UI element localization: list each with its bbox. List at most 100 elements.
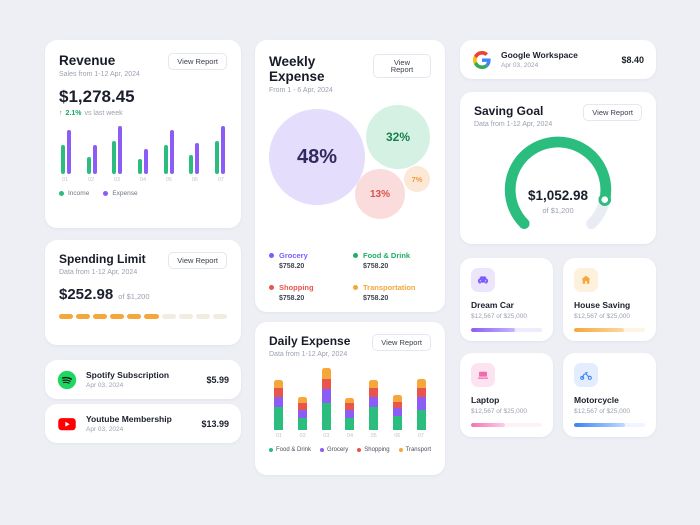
revenue-bar	[112, 141, 117, 174]
revenue-bar	[137, 158, 142, 174]
subscription-date: Apr 03, 2024	[86, 382, 124, 389]
goal-card-motorcycle[interactable]: Motorcycle $12,567 of $25,000	[563, 353, 656, 437]
goal-card-house-saving[interactable]: House Saving $12,567 of $25,000	[563, 258, 656, 341]
revenue-x-labels: 01 02 03 04 05 06 07	[59, 177, 227, 183]
weekly-subtitle: From 1 - 6 Apr, 2024	[269, 87, 333, 94]
daily-bar-segment	[274, 396, 283, 408]
legend-dot-icon	[357, 448, 362, 452]
motorcycle-icon	[574, 363, 598, 387]
legend-label: Grocery	[326, 447, 349, 453]
legend-dot-icon	[319, 448, 324, 452]
goal-progress-text: $12,567 of $25,000	[471, 313, 528, 320]
daily-bar-segment	[321, 378, 331, 390]
goal-card-dream-car[interactable]: Dream Car $12,567 of $25,000	[460, 258, 553, 341]
daily-view-report-button[interactable]: View Report	[372, 334, 431, 351]
spending-view-report-button[interactable]: View Report	[168, 252, 227, 269]
goal-progress-text: $12,567 of $25,000	[574, 313, 631, 320]
subscription-amount: $8.40	[621, 54, 644, 65]
spending-progress-segment	[76, 314, 91, 319]
weekly-legend-item: Grocery $758.20	[269, 251, 347, 270]
revenue-header: Revenue Sales from 1-12 Apr, 2024 View R…	[59, 53, 227, 78]
revenue-bar	[214, 141, 219, 174]
subscription-name: Spotify Subscription	[86, 370, 170, 380]
goal-title: Dream Car	[471, 300, 514, 310]
laptop-icon	[471, 363, 495, 387]
daily-bar-segment	[321, 403, 331, 430]
revenue-legend-item: Income	[59, 190, 89, 197]
daily-expense-card: Daily Expense Data from 1-12 Apr, 2024 V…	[255, 322, 445, 475]
revenue-trend: ↑ 2.1% vs last week	[59, 110, 227, 117]
spending-progress-segment	[59, 314, 74, 319]
weekly-view-report-button[interactable]: View Report	[372, 54, 431, 78]
daily-legend-item: Grocery	[319, 447, 349, 453]
goal-progress-fill	[574, 423, 626, 427]
spending-amount: $252.98	[59, 286, 114, 303]
daily-bar-segment	[416, 409, 426, 430]
revenue-bar-group	[86, 126, 97, 174]
revenue-bar-group	[214, 126, 225, 174]
spotify-subscription-row[interactable]: Spotify Subscription Apr 03, 2024 $5.99	[45, 360, 241, 399]
daily-x-label: 04	[346, 433, 354, 439]
legend-label: Food & Drink	[276, 447, 312, 453]
weekly-expense-card: Weekly Expense From 1 - 6 Apr, 2024 View…	[255, 40, 445, 312]
daily-bar	[321, 368, 331, 430]
goal-progress-fill	[574, 328, 624, 332]
spending-progress-segment	[212, 314, 227, 319]
spending-progress	[59, 314, 227, 319]
legend-dot-icon	[353, 285, 358, 290]
bubble-grocery: 48%	[269, 109, 365, 205]
daily-bar	[369, 368, 379, 430]
daily-bar	[393, 368, 403, 430]
spending-progress-segment	[144, 314, 159, 319]
daily-legend-item: Shopping	[357, 447, 390, 453]
goal-progress-text: $12,567 of $25,000	[471, 408, 528, 415]
daily-bar-segment	[369, 396, 379, 408]
saving-gauge: $1,052.98 of $1,200	[474, 130, 642, 240]
legend-dot-icon	[59, 191, 64, 196]
daily-legend-item: Food & Drink	[269, 447, 311, 453]
spending-title: Spending Limit	[59, 252, 146, 266]
car-icon	[471, 268, 495, 292]
daily-bar	[297, 368, 307, 430]
revenue-view-report-button[interactable]: View Report	[168, 53, 227, 70]
spending-subtitle: Data from 1-12 Apr, 2024	[59, 269, 138, 276]
spending-progress-segment	[93, 314, 108, 319]
revenue-x-label: 02	[87, 177, 95, 183]
spending-progress-segment	[127, 314, 142, 319]
daily-x-label: 01	[276, 433, 283, 439]
daily-x-label: 07	[417, 433, 424, 439]
legend-dot-icon	[269, 448, 273, 452]
spending-header: Spending Limit Data from 1-12 Apr, 2024 …	[59, 252, 227, 276]
legend-dot-icon	[103, 191, 109, 196]
revenue-bar	[169, 129, 174, 174]
legend-label: Transportation	[363, 283, 416, 292]
spotify-icon	[57, 370, 77, 390]
daily-legend-item: Transport	[398, 447, 431, 453]
revenue-bar	[163, 145, 168, 174]
daily-subtitle: Data from 1-12 Apr, 2024	[269, 351, 348, 358]
daily-bar-segment	[416, 387, 426, 398]
revenue-bar-group	[61, 126, 71, 174]
goal-progress-fill	[471, 423, 506, 427]
revenue-card: Revenue Sales from 1-12 Apr, 2024 View R…	[45, 40, 241, 228]
google-workspace-row[interactable]: Google Workspace Apr 03, 2024 $8.40	[460, 40, 656, 79]
legend-dot-icon	[269, 253, 274, 258]
subscription-name: Google Workspace	[501, 50, 578, 60]
saving-view-report-button[interactable]: View Report	[583, 104, 642, 121]
subscription-amount: $13.99	[201, 418, 229, 429]
revenue-bar-group	[163, 126, 174, 174]
youtube-membership-row[interactable]: Youtube Membership Apr 03, 2024 $13.99	[45, 404, 241, 443]
revenue-bar	[118, 126, 123, 174]
daily-bar-segment	[393, 395, 403, 402]
revenue-bar	[61, 145, 65, 174]
subscription-date: Apr 03, 2024	[501, 62, 539, 69]
legend-amount: $758.20	[363, 295, 389, 302]
daily-stacked-bar-chart	[269, 368, 431, 430]
legend-dot-icon	[269, 285, 274, 290]
revenue-x-label: 06	[191, 177, 198, 183]
daily-bar-segment	[345, 403, 355, 410]
legend-amount: $758.20	[279, 295, 305, 302]
goal-card-laptop[interactable]: Laptop $12,567 of $25,000	[460, 353, 553, 437]
revenue-bar-chart	[59, 126, 227, 174]
daily-bar-segment	[393, 415, 403, 430]
